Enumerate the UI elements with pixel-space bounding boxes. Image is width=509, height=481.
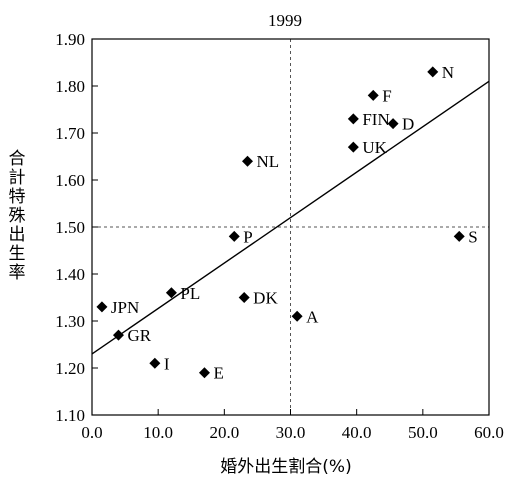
chart-title: 1999 [268,11,302,30]
data-point-label: F [382,86,391,105]
x-axis-label: 婚外出生割合(%) [220,457,351,477]
data-point [291,310,303,322]
x-tick-label: 50.0 [408,423,438,442]
x-tick-label: 40.0 [342,423,372,442]
y-axis-label-char: 合 [8,149,26,169]
data-point-label: D [402,115,414,134]
data-point-label: S [468,227,477,246]
trend-line [91,80,490,355]
data-point [238,292,250,303]
y-axis-label-char: 特 [8,187,26,207]
y-axis-label: 合計特殊出生率 [6,150,28,283]
data-point-label: I [164,354,170,373]
data-point-label: GR [127,326,151,345]
x-tick-label: 10.0 [143,423,173,442]
y-tick-label: 1.10 [55,406,85,425]
x-tick-label: 20.0 [209,423,239,442]
y-tick-label: 1.70 [55,124,85,143]
x-tick-label: 60.0 [474,423,504,442]
data-point-label: PL [180,284,200,303]
y-tick-label: 1.30 [55,312,85,331]
data-point-label: NL [256,152,279,171]
y-tick-label: 1.80 [55,77,85,96]
y-tick-label: 1.60 [55,171,85,190]
data-point [165,287,177,299]
y-axis-label-char: 出 [8,225,26,245]
data-point-label: N [442,63,454,82]
data-point [241,155,253,167]
y-tick-label: 1.40 [55,265,85,284]
y-tick-label: 1.90 [55,30,85,49]
x-tick-label: 30.0 [276,423,306,442]
x-tick-label: 0.0 [81,423,102,442]
data-point-label: UK [362,138,387,157]
data-point [347,113,359,125]
data-point [198,367,210,379]
data-point [453,230,465,242]
y-tick-label: 1.50 [55,218,85,237]
data-point-label: E [213,364,223,383]
data-point [96,301,108,313]
y-axis-label-char: 率 [8,263,26,283]
y-axis-label-char: 生 [8,244,26,264]
y-tick-label: 1.20 [55,359,85,378]
data-point-label: P [243,227,252,246]
data-point [347,141,359,153]
data-point-label: JPN [111,298,139,317]
data-point [112,329,124,341]
data-point [228,230,240,242]
data-point-label: A [306,307,319,326]
data-point [387,118,399,130]
y-axis-label-char: 殊 [8,206,26,226]
data-point-label: FIN [362,110,389,129]
data-point [149,357,161,369]
y-axis-label-char: 計 [8,168,26,188]
data-point [427,66,439,78]
data-point [367,89,379,101]
data-point-label: DK [253,289,278,308]
